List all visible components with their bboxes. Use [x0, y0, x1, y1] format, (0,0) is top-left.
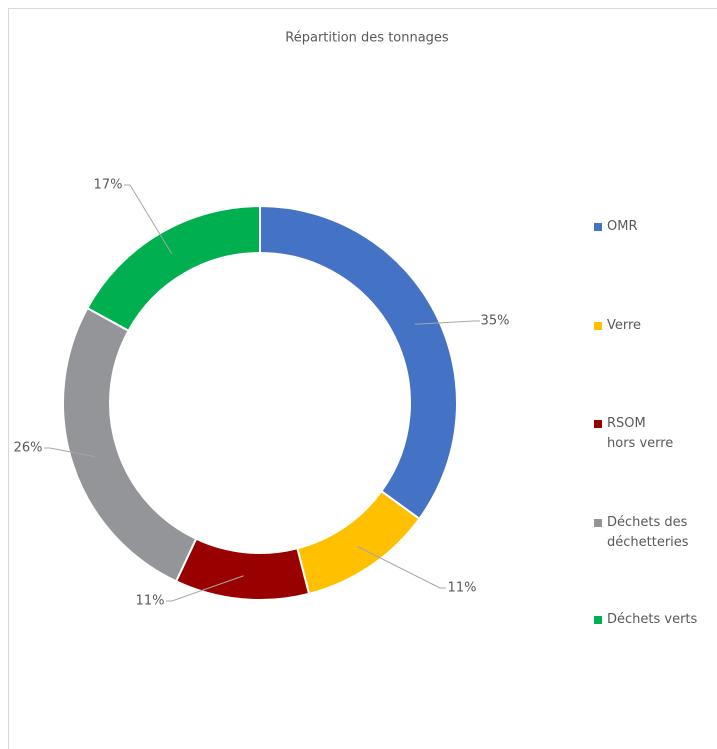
legend-swatch [594, 322, 602, 330]
donut-slice [86, 204, 261, 333]
legend-label: Déchets des déchetteries [607, 515, 689, 550]
legend-label: OMR [607, 219, 638, 234]
data-label: 35% [481, 314, 510, 329]
data-label: 26% [14, 441, 43, 456]
data-label: 17% [94, 178, 123, 193]
chart-title: Répartition des tonnages [285, 31, 449, 46]
legend-swatch [594, 616, 602, 624]
donut-slice [174, 537, 311, 601]
chart-frame [8, 8, 717, 749]
legend-label: Déchets verts [607, 612, 698, 627]
donut-slice [259, 204, 458, 521]
legend-item: Déchets des déchetteries [594, 513, 689, 553]
legend-item: RSOM hors verre [594, 414, 673, 454]
leader-line [357, 546, 446, 589]
donut-slice [62, 306, 198, 583]
data-label: 11% [448, 581, 477, 596]
data-label: 11% [136, 594, 165, 609]
legend-label: Verre [607, 318, 642, 333]
leader-line [124, 184, 173, 254]
legend-item: Verre [594, 316, 641, 336]
legend-swatch [594, 519, 602, 527]
legend-label: RSOM hors verre [607, 416, 674, 451]
legend-item: OMR [594, 217, 637, 237]
leader-line [166, 575, 244, 602]
donut-slice [296, 489, 421, 596]
leader-line [44, 447, 96, 458]
legend-item: Déchets verts [594, 610, 697, 630]
legend-swatch [594, 223, 602, 231]
leader-line [414, 320, 480, 325]
legend-swatch [594, 420, 602, 428]
